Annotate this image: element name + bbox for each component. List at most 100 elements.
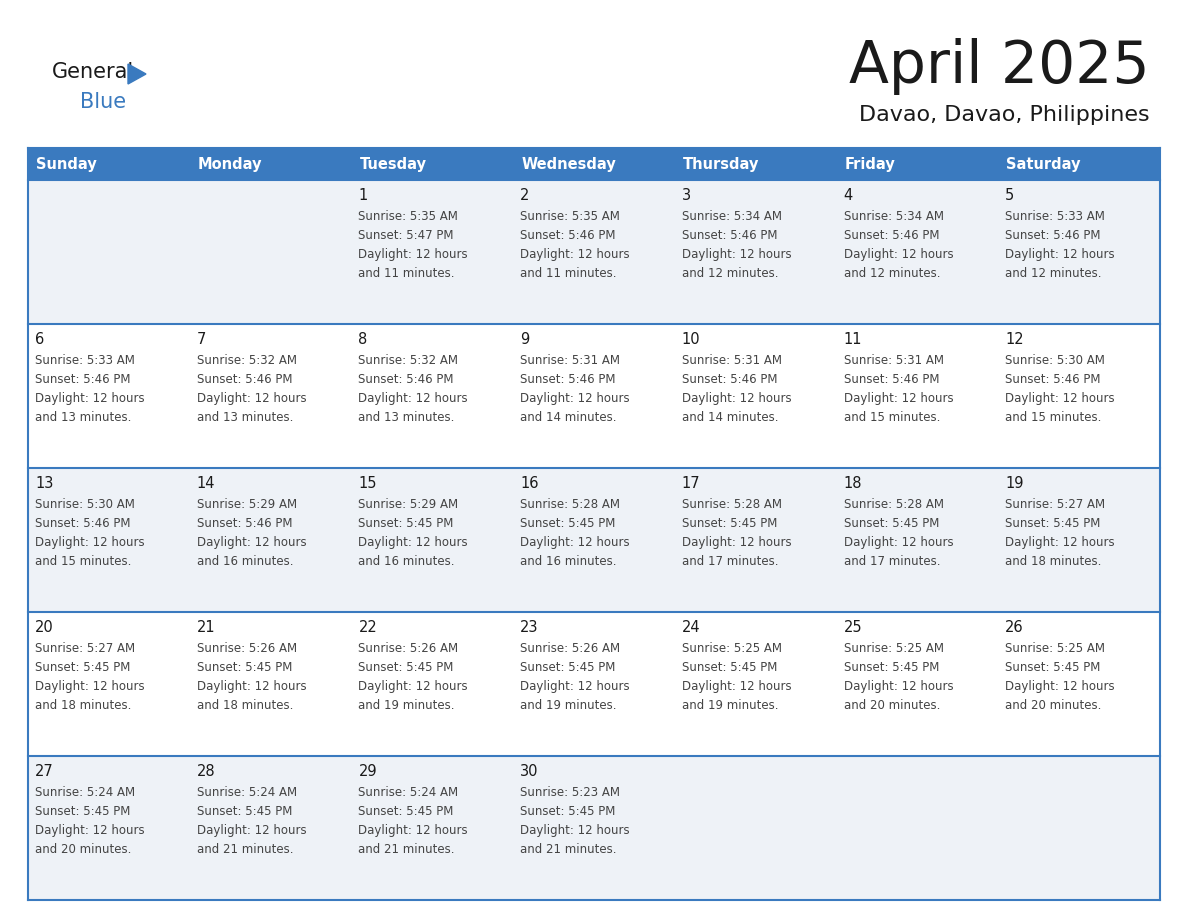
Text: and 17 minutes.: and 17 minutes.	[682, 555, 778, 568]
Text: 6: 6	[34, 332, 44, 347]
Text: Sunrise: 5:31 AM: Sunrise: 5:31 AM	[843, 354, 943, 367]
Text: and 17 minutes.: and 17 minutes.	[843, 555, 940, 568]
Text: Sunrise: 5:29 AM: Sunrise: 5:29 AM	[359, 498, 459, 511]
Text: Sunrise: 5:28 AM: Sunrise: 5:28 AM	[520, 498, 620, 511]
Text: Daylight: 12 hours: Daylight: 12 hours	[843, 248, 953, 261]
Text: Sunrise: 5:34 AM: Sunrise: 5:34 AM	[682, 210, 782, 223]
Text: Friday: Friday	[845, 156, 896, 172]
Text: and 20 minutes.: and 20 minutes.	[1005, 699, 1101, 712]
Text: Daylight: 12 hours: Daylight: 12 hours	[1005, 392, 1114, 405]
Text: and 21 minutes.: and 21 minutes.	[520, 843, 617, 856]
Text: Daylight: 12 hours: Daylight: 12 hours	[682, 680, 791, 693]
Text: Tuesday: Tuesday	[360, 156, 426, 172]
Text: Sunset: 5:46 PM: Sunset: 5:46 PM	[682, 373, 777, 386]
Text: Sunrise: 5:31 AM: Sunrise: 5:31 AM	[520, 354, 620, 367]
Text: and 18 minutes.: and 18 minutes.	[1005, 555, 1101, 568]
Text: 23: 23	[520, 620, 538, 635]
Text: 7: 7	[197, 332, 206, 347]
Text: Daylight: 12 hours: Daylight: 12 hours	[843, 392, 953, 405]
Text: Sunset: 5:45 PM: Sunset: 5:45 PM	[34, 661, 131, 674]
Text: Daylight: 12 hours: Daylight: 12 hours	[520, 536, 630, 549]
Text: Sunset: 5:45 PM: Sunset: 5:45 PM	[359, 661, 454, 674]
Text: Thursday: Thursday	[683, 156, 759, 172]
Text: Sunrise: 5:25 AM: Sunrise: 5:25 AM	[1005, 642, 1105, 655]
Text: 8: 8	[359, 332, 367, 347]
Text: Daylight: 12 hours: Daylight: 12 hours	[520, 248, 630, 261]
Text: 19: 19	[1005, 476, 1024, 491]
Text: 17: 17	[682, 476, 701, 491]
Text: Daylight: 12 hours: Daylight: 12 hours	[34, 824, 145, 837]
Text: 3: 3	[682, 188, 691, 203]
Text: Sunset: 5:46 PM: Sunset: 5:46 PM	[34, 373, 131, 386]
Text: 20: 20	[34, 620, 53, 635]
Text: Sunrise: 5:30 AM: Sunrise: 5:30 AM	[34, 498, 135, 511]
Bar	[29, 612, 1159, 756]
Text: Sunrise: 5:24 AM: Sunrise: 5:24 AM	[197, 786, 297, 799]
Bar	[29, 756, 1159, 900]
Text: and 12 minutes.: and 12 minutes.	[682, 267, 778, 280]
Text: Daylight: 12 hours: Daylight: 12 hours	[197, 392, 307, 405]
Text: Daylight: 12 hours: Daylight: 12 hours	[359, 680, 468, 693]
Text: Monday: Monday	[197, 156, 263, 172]
Text: Sunrise: 5:26 AM: Sunrise: 5:26 AM	[197, 642, 297, 655]
Text: 14: 14	[197, 476, 215, 491]
Bar	[29, 148, 1159, 180]
Text: Sunset: 5:46 PM: Sunset: 5:46 PM	[843, 373, 939, 386]
Text: 22: 22	[359, 620, 377, 635]
Text: Sunrise: 5:25 AM: Sunrise: 5:25 AM	[843, 642, 943, 655]
Text: Sunset: 5:45 PM: Sunset: 5:45 PM	[682, 517, 777, 530]
Text: and 21 minutes.: and 21 minutes.	[197, 843, 293, 856]
Text: Sunrise: 5:29 AM: Sunrise: 5:29 AM	[197, 498, 297, 511]
Text: Sunrise: 5:28 AM: Sunrise: 5:28 AM	[843, 498, 943, 511]
Text: Wednesday: Wednesday	[522, 156, 615, 172]
Text: Sunrise: 5:32 AM: Sunrise: 5:32 AM	[197, 354, 297, 367]
Text: Sunset: 5:46 PM: Sunset: 5:46 PM	[682, 229, 777, 242]
Text: Sunset: 5:45 PM: Sunset: 5:45 PM	[197, 805, 292, 818]
Text: Sunday: Sunday	[36, 156, 96, 172]
Text: Sunset: 5:46 PM: Sunset: 5:46 PM	[520, 229, 615, 242]
Text: Sunrise: 5:28 AM: Sunrise: 5:28 AM	[682, 498, 782, 511]
Text: Sunrise: 5:33 AM: Sunrise: 5:33 AM	[1005, 210, 1105, 223]
Text: 30: 30	[520, 764, 538, 779]
Text: 1: 1	[359, 188, 367, 203]
Text: Sunrise: 5:25 AM: Sunrise: 5:25 AM	[682, 642, 782, 655]
Text: and 14 minutes.: and 14 minutes.	[682, 411, 778, 424]
Text: Davao, Davao, Philippines: Davao, Davao, Philippines	[859, 105, 1150, 125]
Text: 29: 29	[359, 764, 377, 779]
Text: Daylight: 12 hours: Daylight: 12 hours	[843, 680, 953, 693]
Text: and 16 minutes.: and 16 minutes.	[197, 555, 293, 568]
Text: Sunset: 5:46 PM: Sunset: 5:46 PM	[197, 517, 292, 530]
Text: 5: 5	[1005, 188, 1015, 203]
Text: and 18 minutes.: and 18 minutes.	[197, 699, 293, 712]
Text: April 2025: April 2025	[849, 38, 1150, 95]
Text: Daylight: 12 hours: Daylight: 12 hours	[1005, 536, 1114, 549]
Text: Sunset: 5:45 PM: Sunset: 5:45 PM	[1005, 517, 1100, 530]
Text: Sunrise: 5:26 AM: Sunrise: 5:26 AM	[359, 642, 459, 655]
Text: Sunset: 5:45 PM: Sunset: 5:45 PM	[359, 517, 454, 530]
Text: Daylight: 12 hours: Daylight: 12 hours	[197, 824, 307, 837]
Text: and 13 minutes.: and 13 minutes.	[197, 411, 293, 424]
Text: and 19 minutes.: and 19 minutes.	[682, 699, 778, 712]
Text: Sunrise: 5:23 AM: Sunrise: 5:23 AM	[520, 786, 620, 799]
Text: Sunset: 5:45 PM: Sunset: 5:45 PM	[682, 661, 777, 674]
Text: and 12 minutes.: and 12 minutes.	[843, 267, 940, 280]
Text: Daylight: 12 hours: Daylight: 12 hours	[520, 824, 630, 837]
Text: Sunset: 5:45 PM: Sunset: 5:45 PM	[359, 805, 454, 818]
Text: Sunset: 5:46 PM: Sunset: 5:46 PM	[34, 517, 131, 530]
Text: 25: 25	[843, 620, 862, 635]
Text: Sunrise: 5:35 AM: Sunrise: 5:35 AM	[359, 210, 459, 223]
Bar	[29, 468, 1159, 612]
Text: Sunset: 5:45 PM: Sunset: 5:45 PM	[197, 661, 292, 674]
Text: and 20 minutes.: and 20 minutes.	[34, 843, 132, 856]
Text: Sunrise: 5:35 AM: Sunrise: 5:35 AM	[520, 210, 620, 223]
Text: Daylight: 12 hours: Daylight: 12 hours	[197, 536, 307, 549]
Text: Daylight: 12 hours: Daylight: 12 hours	[197, 680, 307, 693]
Text: 12: 12	[1005, 332, 1024, 347]
Text: Daylight: 12 hours: Daylight: 12 hours	[682, 392, 791, 405]
Text: Daylight: 12 hours: Daylight: 12 hours	[520, 392, 630, 405]
Text: and 15 minutes.: and 15 minutes.	[34, 555, 132, 568]
Text: Daylight: 12 hours: Daylight: 12 hours	[34, 536, 145, 549]
Text: Sunset: 5:45 PM: Sunset: 5:45 PM	[1005, 661, 1100, 674]
Bar	[29, 324, 1159, 468]
Text: Daylight: 12 hours: Daylight: 12 hours	[682, 536, 791, 549]
